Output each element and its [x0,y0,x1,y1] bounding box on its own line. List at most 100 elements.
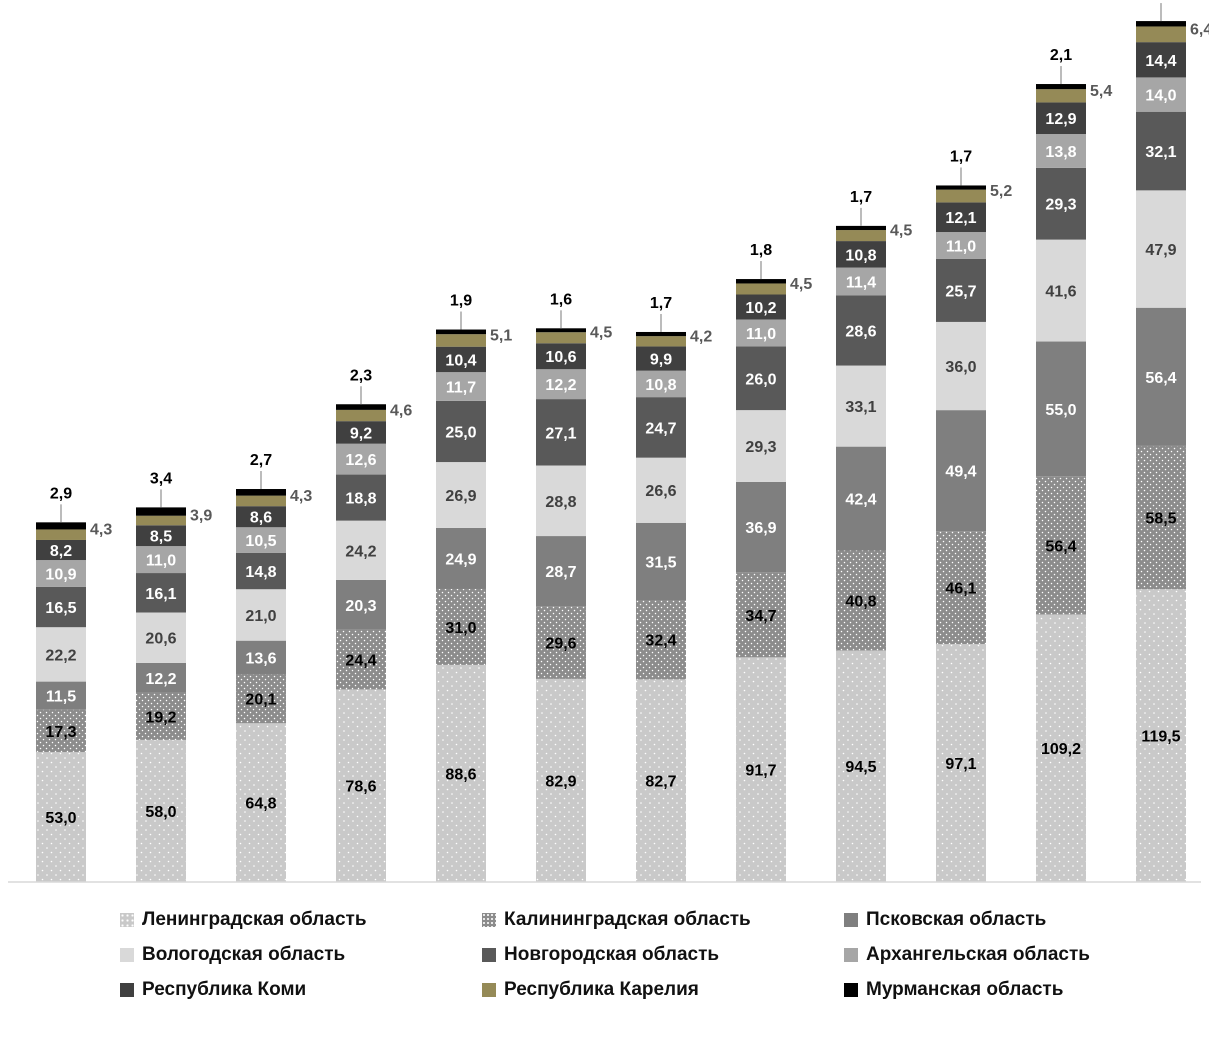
bar-segment [736,346,786,411]
legend-item-murmansk: Мурманская область [844,978,1180,1002]
data-label: 24,2 [345,543,376,560]
data-label: 5,2 [990,183,1012,200]
data-label: 82,7 [645,774,676,791]
data-label: 4,3 [290,488,312,505]
data-label: 11,7 [446,379,476,396]
bar-segment [936,410,986,532]
bar-segment [1036,239,1086,342]
bar-segment [836,446,886,551]
legend-label: Архангельская область [866,944,1090,965]
data-label: 47,9 [1145,242,1176,259]
bar-segment [836,295,886,366]
data-label: 6,4 [1190,21,1209,38]
data-label: 91,7 [745,763,776,780]
bar-segment [1136,445,1186,590]
bar-segment [536,343,586,370]
bar-segment [136,525,186,547]
bar-segment [936,531,986,645]
data-label: 2,1 [1050,47,1072,64]
data-label: 12,9 [1045,111,1076,128]
bar-segment [736,481,786,573]
legend-swatch [844,913,858,927]
legend-item-karelia: Республика Карелия [482,978,844,1002]
legend-swatch [482,948,496,962]
bar-segment [336,421,386,444]
bar-segment [536,328,586,333]
bar-segment [736,410,786,482]
bar-segment [936,202,986,233]
bar-segment [136,739,186,882]
bar-segment [36,627,86,682]
bar-segment [236,506,286,528]
bar-segment [736,294,786,320]
bar-segment [336,404,386,410]
legend-label: Новгородская область [504,944,720,965]
legend-label: Ленинградская область [142,909,367,930]
data-label: 31,0 [445,620,476,637]
legend-item-vologda: Вологодская область [120,943,482,967]
data-label: 10,4 [445,352,476,369]
data-label: 58,5 [1145,511,1176,528]
bar-segment [736,319,786,347]
bar-segment [236,495,286,507]
data-label: 20,6 [145,631,176,648]
bar-segment [336,689,386,882]
bar-segment [336,409,386,422]
bar-segment [236,640,286,674]
bar-segment [436,329,486,335]
legend-item-leningrad: Ленинградская область [120,908,482,932]
data-label: 4,5 [890,223,912,240]
bar-segment [836,550,886,651]
data-label: 8,2 [50,543,72,560]
legend-item-komi: Республика Коми [120,978,482,1002]
data-label: 2,7 [250,452,272,469]
data-label: 94,5 [845,759,876,776]
bar-segment [1136,589,1186,882]
data-label: 21,0 [245,608,276,625]
bar-segment [236,489,286,496]
data-label: 88,6 [445,766,476,783]
legend-swatch [120,913,134,927]
bar-segment [36,560,86,587]
data-label: 1,7 [650,295,672,312]
data-label: 2,3 [350,367,372,384]
bar-segment [936,232,986,259]
bar-segment [336,520,386,580]
bar-segment [636,522,686,601]
data-label: 40,8 [845,593,876,610]
legend-label: Вологодская область [142,944,346,965]
data-label: 29,3 [745,439,776,456]
bar-segment [636,370,686,398]
bar-segment [236,673,286,724]
bar-segment [36,681,86,710]
data-label: 1,8 [750,242,772,259]
data-label: 34,7 [745,608,776,625]
legend-label: Псковская область [866,909,1047,930]
data-label: 46,1 [945,581,976,598]
data-label: 11,0 [746,326,776,343]
bar-segment [236,723,286,882]
data-label: 27,1 [545,425,576,442]
bar-segment [336,579,386,630]
bar-segment [136,573,186,613]
data-label: 9,2 [350,425,372,442]
data-label: 1,7 [950,148,972,165]
data-label: 11,5 [46,689,76,706]
bar-segment [36,522,86,530]
bar-segment [436,346,486,373]
bar-segment [736,657,786,882]
bar-segment [436,400,486,463]
data-label: 3,4 [150,470,172,487]
data-label: 20,1 [245,692,276,709]
bar-segment [936,189,986,203]
data-label: 42,4 [845,492,876,509]
data-label: 32,4 [645,633,676,650]
data-label: 78,6 [345,779,376,796]
data-label: 22,2 [45,647,76,664]
data-label: 25,7 [945,283,976,300]
data-label: 36,0 [945,359,976,376]
data-label: 28,6 [845,324,876,341]
legend-item-kaliningrad: Калининградская область [482,908,844,932]
bar-segment [1136,42,1186,78]
bar-segment [136,507,186,516]
